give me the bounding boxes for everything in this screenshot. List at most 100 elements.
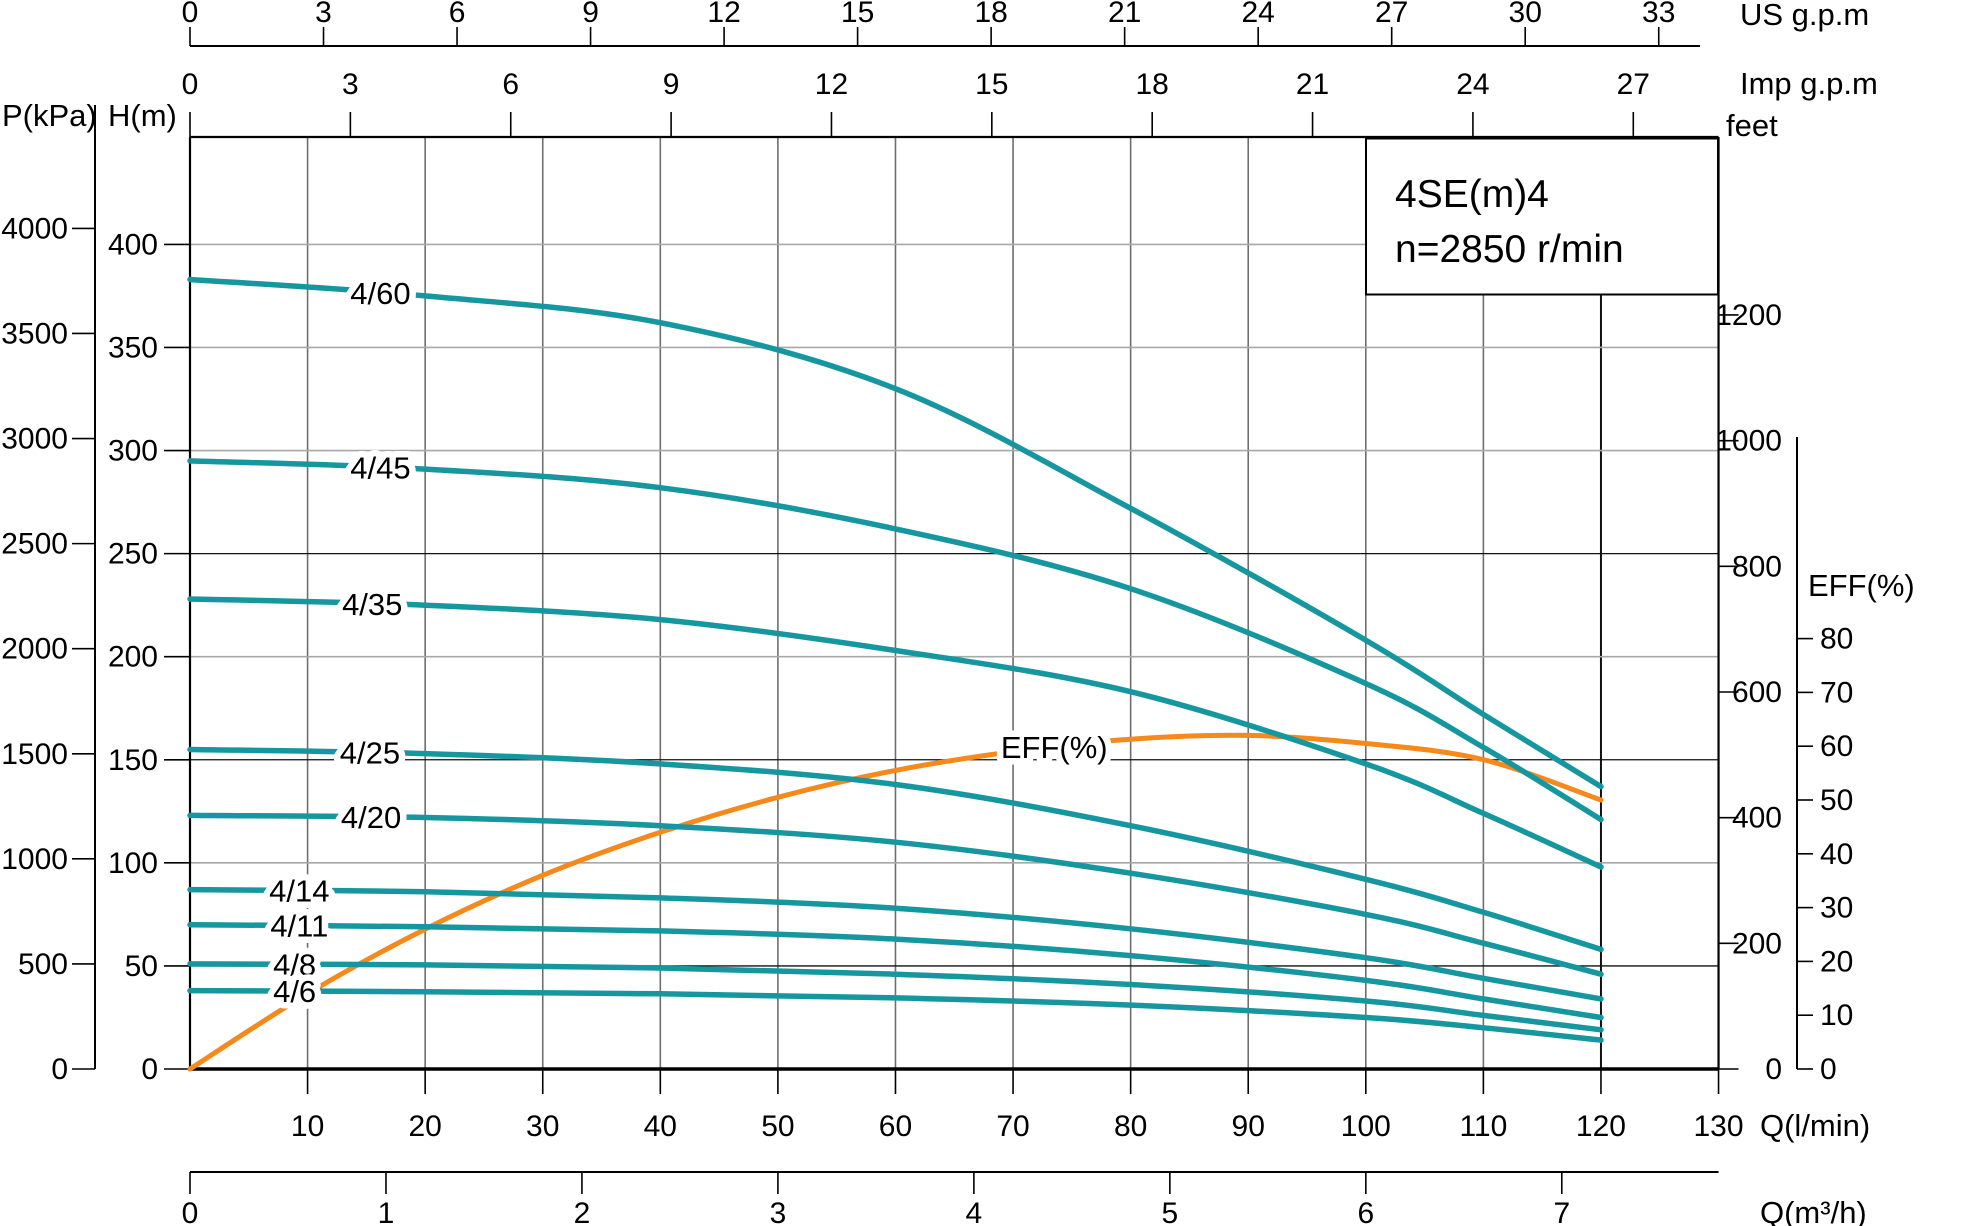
head-curve-label-4-35: 4/35	[342, 587, 402, 622]
p-kpa-tick-label-0: 0	[51, 1053, 68, 1086]
us-gpm-tick-label-12: 12	[707, 0, 740, 29]
imp-gpm-tick-label-9: 9	[663, 68, 680, 101]
eff-tick-label-0: 0	[1820, 1053, 1837, 1086]
q-lmin-tick-label-30: 30	[526, 1110, 559, 1143]
imp-gpm-tick-label-24: 24	[1456, 68, 1489, 101]
q-lmin-axis-label: Q(l/min)	[1760, 1108, 1870, 1143]
us-gpm-tick-label-30: 30	[1509, 0, 1542, 29]
feet-tick-label-1000: 1000	[1715, 425, 1782, 458]
us-gpm-tick-label-0: 0	[182, 0, 199, 29]
feet-tick-label-400: 400	[1732, 802, 1782, 835]
q-lmin-tick-label-70: 70	[996, 1110, 1029, 1143]
q-m3h-tick-label-5: 5	[1162, 1197, 1179, 1226]
h-m-tick-label-350: 350	[108, 331, 158, 364]
eff-tick-label-30: 30	[1820, 892, 1853, 925]
imp-gpm-tick-label-0: 0	[182, 68, 199, 101]
head-curve-4-11	[187, 921, 1604, 1021]
feet-tick-label-600: 600	[1732, 676, 1782, 709]
q-lmin-tick-label-100: 100	[1341, 1110, 1391, 1143]
head-curve-label-4-14: 4/14	[269, 874, 329, 909]
q-m3h-tick-label-4: 4	[966, 1197, 983, 1226]
us-gpm-tick-label-21: 21	[1108, 0, 1141, 29]
head-curve-4-14	[187, 886, 1604, 1002]
q-lmin-tick-label-20: 20	[408, 1110, 441, 1143]
q-lmin-tick-label-90: 90	[1232, 1110, 1265, 1143]
eff-tick-label-80: 80	[1820, 623, 1853, 656]
p-kpa-tick-label-4000: 4000	[1, 212, 68, 245]
head-curve-4-6	[187, 987, 1604, 1043]
us-gpm-tick-label-15: 15	[841, 0, 874, 29]
head-curve-label-4-11: 4/11	[270, 909, 328, 944]
performance-curves: 4/60 4/45 4/35 4/25 4/20 4/144/114/84/6 EFF(%)	[187, 269, 1604, 1072]
us-gpm-tick-label-27: 27	[1375, 0, 1408, 29]
us-gpm-tick-label-9: 9	[582, 0, 599, 29]
h-m-tick-label-200: 200	[108, 641, 158, 674]
q-lmin-tick-label-40: 40	[644, 1110, 677, 1143]
plot-borders	[188, 135, 1720, 1071]
us-gpm-axis-label: US g.p.m	[1740, 0, 1869, 32]
head-curve-label-4-6: 4/6	[273, 974, 316, 1009]
h-m-tick-label-400: 400	[108, 228, 158, 261]
imp-gpm-axis-label: Imp g.p.m	[1740, 66, 1878, 101]
us-gpm-tick-label-18: 18	[974, 0, 1007, 29]
imp-gpm-tick-label-21: 21	[1296, 68, 1329, 101]
q-m3h-tick-label-1: 1	[378, 1197, 395, 1226]
q-m3h-tick-label-6: 6	[1357, 1197, 1374, 1226]
h-m-tick-label-250: 250	[108, 538, 158, 571]
h-m-tick-label-100: 100	[108, 847, 158, 880]
p-kpa-tick-label-3000: 3000	[1, 423, 68, 456]
q-lmin-tick-label-110: 110	[1459, 1110, 1507, 1143]
q-lmin-tick-label-10: 10	[291, 1110, 324, 1143]
p-kpa-tick-label-1500: 1500	[1, 738, 68, 771]
feet-tick-label-1200: 1200	[1715, 299, 1782, 332]
head-curve-label-4-45: 4/45	[350, 451, 410, 486]
head-curve-4-35	[187, 596, 1604, 870]
h-m-tick-label-150: 150	[108, 744, 158, 777]
head-curve-4-20	[187, 812, 1604, 977]
imp-gpm-tick-label-12: 12	[815, 68, 848, 101]
p-kpa-tick-label-500: 500	[18, 948, 68, 981]
imp-gpm-tick-label-18: 18	[1136, 68, 1169, 101]
us-gpm-tick-label-6: 6	[449, 0, 466, 29]
pump-speed-title: n=2850 r/min	[1395, 228, 1624, 271]
feet-tick-label-200: 200	[1732, 927, 1782, 960]
eff-tick-label-40: 40	[1820, 838, 1853, 871]
eff-tick-label-60: 60	[1820, 730, 1853, 763]
imp-gpm-tick-label-6: 6	[502, 68, 519, 101]
eff-tick-label-20: 20	[1820, 945, 1853, 978]
feet-tick-label-0: 0	[1765, 1053, 1782, 1086]
p-kpa-tick-label-1000: 1000	[1, 843, 68, 876]
head-curve-label-4-8: 4/8	[273, 947, 316, 982]
h-m-tick-label-0: 0	[141, 1053, 158, 1086]
title-box: 4SE(m)4 n=2850 r/min	[1365, 137, 1719, 296]
axis-ticks-and-numbers: 0 3 6 9 12 15 18 21 24 27 30 330 3 6 9 12 15 18 21 24 270500…	[1, 0, 1853, 1226]
eff-tick-label-10: 10	[1820, 999, 1853, 1032]
eff-tick-label-70: 70	[1820, 676, 1853, 709]
p-kpa-axis-label: P(kPa)	[2, 98, 97, 133]
axis-name-labels: US g.p.m Imp g.p.m P(kPa) H(m) feet EFF(…	[2, 0, 1915, 1226]
q-m3h-axis-label: Q(m³/h)	[1760, 1195, 1867, 1226]
q-lmin-tick-label-80: 80	[1114, 1110, 1147, 1143]
q-lmin-tick-label-60: 60	[879, 1110, 912, 1143]
p-kpa-tick-label-2000: 2000	[1, 633, 68, 666]
head-curve-4-45	[187, 458, 1604, 823]
q-lmin-tick-label-120: 120	[1576, 1110, 1626, 1143]
q-m3h-tick-label-3: 3	[770, 1197, 787, 1226]
q-lmin-tick-label-50: 50	[761, 1110, 794, 1143]
imp-gpm-tick-label-3: 3	[342, 68, 359, 101]
q-m3h-tick-label-2: 2	[574, 1197, 591, 1226]
eff-tick-label-50: 50	[1820, 784, 1853, 817]
head-curve-label-4-60: 4/60	[350, 276, 410, 311]
efficiency-curve-label: EFF(%)	[1001, 730, 1108, 765]
us-gpm-tick-label-33: 33	[1642, 0, 1675, 29]
head-curve-label-4-25: 4/25	[340, 736, 400, 771]
us-gpm-tick-label-3: 3	[315, 0, 332, 29]
q-lmin-tick-label-130: 130	[1694, 1110, 1744, 1143]
p-kpa-tick-label-3500: 3500	[1, 317, 68, 350]
head-curve-4-60	[187, 276, 1604, 790]
head-curve-label-4-20: 4/20	[341, 800, 401, 835]
h-m-tick-label-50: 50	[125, 950, 158, 983]
head-curve-4-25	[187, 746, 1604, 953]
